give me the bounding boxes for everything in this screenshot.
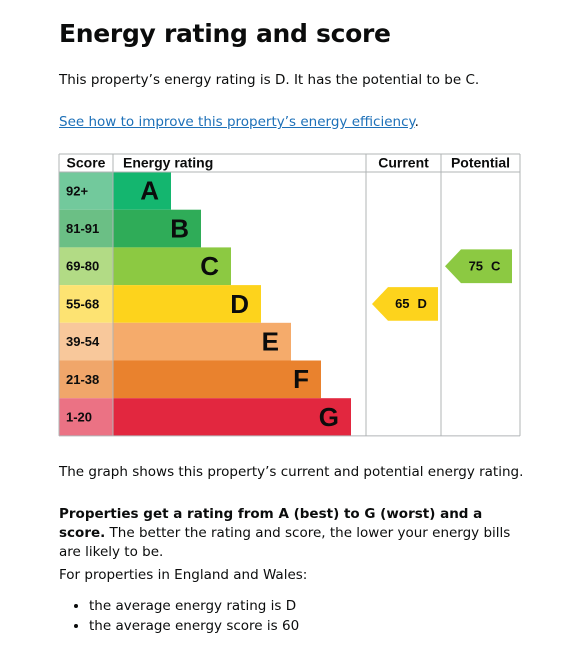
score-label: 1-20 [66,409,92,424]
score-cell [59,209,113,248]
rating-bar [113,172,171,210]
note: For properties in England and Wales: [59,567,308,583]
score-cell [59,285,113,323]
rating-bar [113,398,351,436]
rating-bar [113,285,261,323]
column-header: Energy rating [123,155,213,171]
column-header: Potential [451,155,510,171]
rating-bar [113,322,291,361]
score-label: 81-91 [66,221,99,236]
improve-link[interactable]: See how to improve this property’s energ… [59,114,415,130]
current-score: 65 [395,296,409,311]
link-punct: . [414,114,419,130]
rating-bar [113,247,231,286]
rating-letter: D [230,289,249,319]
rating-letter: G [319,402,339,432]
score-label: 55-68 [66,296,99,311]
bullet: the average energy score is 60 [89,616,299,636]
current-label: 65 D [395,296,427,311]
potential-arrow [445,249,512,284]
link-line: See how to improve this property’s energ… [59,113,419,132]
rating-letter: E [262,327,279,357]
rating-letter: A [140,176,159,206]
score-cell [59,172,113,210]
explanation-bold: Properties get a rating from A (best) to… [59,506,483,541]
column-header: Current [378,155,429,171]
bullet: the average energy rating is D [89,596,299,616]
potential-label: 75 C [469,259,501,274]
score-cell [59,398,113,436]
score-label: 39-54 [66,334,100,349]
current-rating: D [418,296,427,311]
title: Energy rating and score [59,19,391,48]
rating-bar [113,209,201,248]
rating-letter: F [293,364,309,394]
rating-bar [113,360,321,399]
rating-letter: C [200,251,219,281]
caption: The graph shows this property’s current … [59,464,524,480]
explanation: Properties get a rating from A (best) to… [59,505,529,562]
epc-graph: Score Energy rating Current Potential 92+ A 81… [58,153,521,437]
bullets: the average energy rating is D the avera… [59,596,299,636]
potential-rating: C [491,259,501,274]
column-header: Score [67,155,106,171]
rating-letter: B [170,213,189,243]
score-cell [59,247,113,286]
score-cell [59,360,113,399]
potential-score: 75 [469,259,483,274]
score-label: 69-80 [66,259,99,274]
explanation-rest: The better the rating and score, the low… [59,525,511,560]
current-arrow [372,287,438,321]
score-label: 92+ [66,183,88,198]
score-cell [59,322,113,361]
intro: This property’s energy rating is D. It h… [59,72,480,88]
score-label: 21-38 [66,372,99,387]
